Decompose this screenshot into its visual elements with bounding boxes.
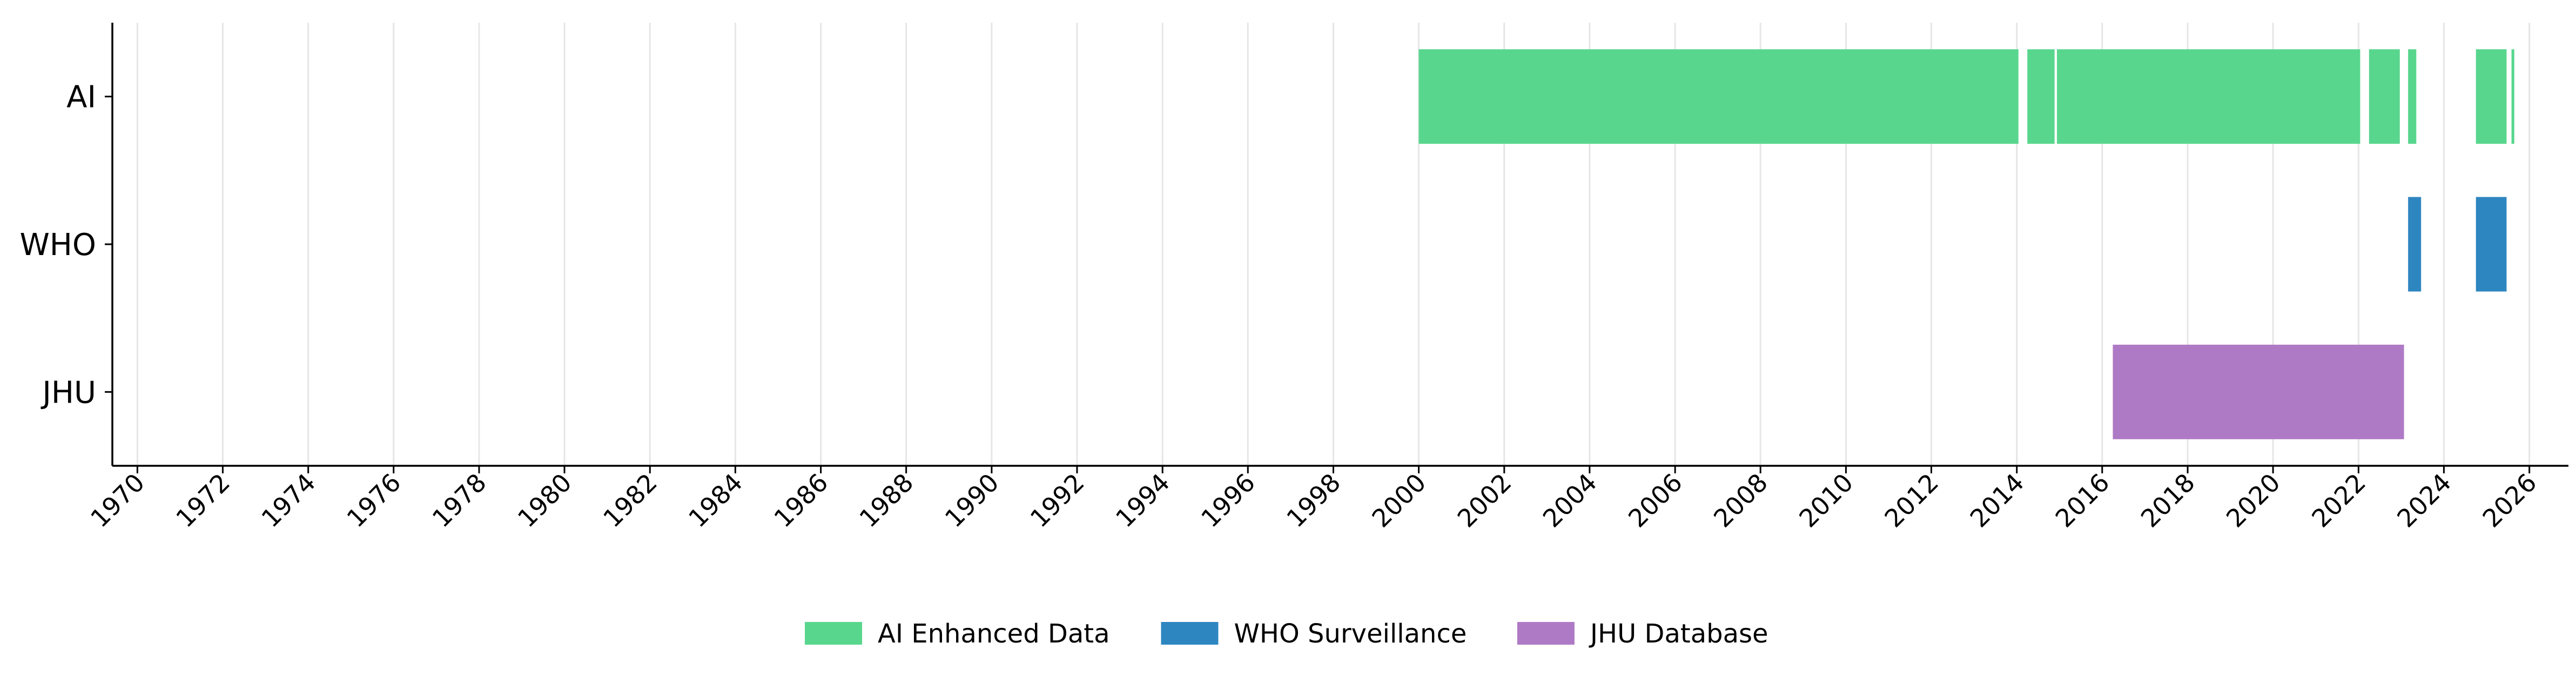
legend-item: WHO Surveillance [1161, 619, 1467, 649]
x-tick-label: 1990 [939, 468, 1005, 533]
x-tick-label: 1998 [1281, 468, 1346, 533]
x-tick-label: 2008 [1708, 468, 1773, 533]
x-tick-label: 2000 [1366, 468, 1431, 533]
x-tick-label: 2024 [2391, 468, 2457, 533]
y-tick-label: WHO [19, 227, 96, 263]
x-tick-label: 1978 [427, 468, 492, 533]
timeline-bar [2511, 49, 2514, 144]
timeline-bar [2027, 49, 2055, 144]
x-tick-label: 2006 [1623, 468, 1688, 533]
x-tick-label: 1994 [1110, 468, 1175, 533]
timeline-bar [1418, 49, 2019, 144]
x-tick-label: 2016 [2050, 468, 2115, 533]
x-tick-label: 1974 [255, 468, 321, 533]
x-tick-label: 1982 [597, 468, 663, 533]
x-tick-label: 1984 [683, 468, 748, 533]
timeline-bar [2369, 49, 2400, 144]
legend-item: JHU Database [1517, 619, 1768, 649]
x-tick-label: 1986 [768, 468, 833, 533]
x-tick-label: 2012 [1879, 468, 1944, 533]
x-tick-label: 2026 [2477, 468, 2542, 533]
legend-swatch [805, 622, 863, 645]
x-tick-label: 1972 [170, 468, 236, 533]
legend-label: WHO Surveillance [1234, 619, 1467, 649]
legend-item: AI Enhanced Data [805, 619, 1110, 649]
x-tick-label: 2004 [1537, 468, 1603, 533]
timeline-bar [2113, 344, 2404, 439]
x-tick-label: 2002 [1452, 468, 1517, 533]
timeline-bar [2408, 49, 2417, 144]
timeline-bar [2408, 197, 2422, 292]
timeline-bar [2476, 197, 2507, 292]
axes-layer [105, 23, 2568, 473]
x-tick-label: 2020 [2221, 468, 2286, 533]
x-tick-labels: 1970 1972 1974 1976 1978 1980 1982 1984 1986 1988… [85, 468, 2542, 533]
x-tick-label: 1970 [85, 468, 150, 533]
y-tick-label: JHU [41, 375, 96, 410]
y-tick-labels: AI WHO JHU [19, 80, 96, 411]
bars-layer [1418, 49, 2514, 439]
x-tick-label: 1996 [1195, 468, 1261, 533]
x-tick-label: 1992 [1025, 468, 1090, 533]
legend-label: JHU Database [1589, 619, 1768, 649]
legend-label: AI Enhanced Data [878, 619, 1110, 649]
legend-swatch [1517, 622, 1575, 645]
timeline-bar [2476, 49, 2507, 144]
legend: AI Enhanced Data WHO Surveillance JHU Data… [805, 619, 1768, 649]
x-tick-label: 1980 [512, 468, 577, 533]
x-tick-label: 2018 [2135, 468, 2201, 533]
grid-layer [136, 23, 2531, 466]
y-tick-label: AI [66, 80, 96, 115]
x-tick-label: 2010 [1793, 468, 1859, 533]
x-tick-label: 2022 [2306, 468, 2371, 533]
x-tick-label: 1976 [341, 468, 406, 533]
timeline-bar [2057, 49, 2360, 144]
x-tick-label: 1988 [853, 468, 919, 533]
legend-swatch [1161, 622, 1219, 645]
x-tick-label: 2014 [1965, 468, 2030, 533]
